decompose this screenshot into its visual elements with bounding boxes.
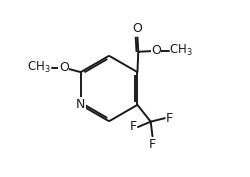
Text: N: N bbox=[76, 98, 86, 111]
Text: CH$_3$: CH$_3$ bbox=[169, 43, 193, 58]
Text: F: F bbox=[166, 112, 173, 125]
Text: CH$_3$: CH$_3$ bbox=[26, 60, 50, 75]
Text: F: F bbox=[130, 121, 137, 133]
Text: O: O bbox=[59, 61, 69, 74]
Text: O: O bbox=[132, 22, 142, 35]
Text: F: F bbox=[149, 138, 156, 151]
Text: O: O bbox=[151, 44, 161, 57]
